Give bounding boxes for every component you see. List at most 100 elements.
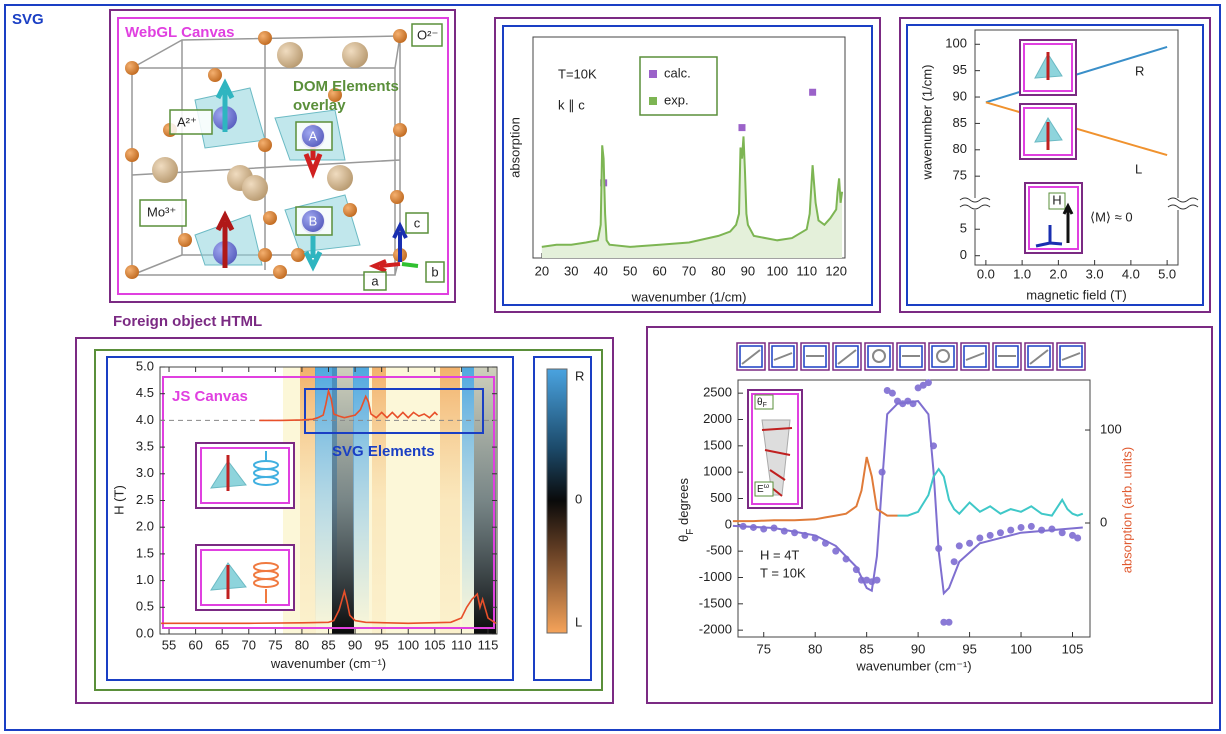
point xyxy=(1027,522,1035,530)
unit-cell xyxy=(131,35,401,276)
atom xyxy=(393,123,407,137)
y-tick-label: 2500 xyxy=(703,385,732,400)
y-tick-label: -1500 xyxy=(699,595,732,610)
annotation: SVG Elements xyxy=(332,443,435,460)
atom xyxy=(178,233,192,247)
y-tick-label: 100 xyxy=(945,36,967,51)
x-tick-label: 90 xyxy=(741,263,755,278)
point xyxy=(873,576,881,584)
ion-label: A²⁺ xyxy=(177,114,197,129)
x-tick-label: 80 xyxy=(295,637,309,652)
mode-icon xyxy=(931,345,955,368)
axis-label: c xyxy=(414,215,421,230)
y-tick-label: 0 xyxy=(725,516,732,531)
annotation: T = 10K xyxy=(760,565,806,580)
x-tick-label: 4.0 xyxy=(1122,266,1140,281)
label-box xyxy=(363,271,387,291)
point xyxy=(1074,534,1082,542)
x-tick-label: 110 xyxy=(796,263,817,278)
x-tick-label: 70 xyxy=(682,263,696,278)
y-tick-label: 1.0 xyxy=(136,572,154,587)
frame xyxy=(646,326,1213,704)
coil-icon xyxy=(253,578,279,588)
x-tick-label: 3.0 xyxy=(1086,266,1104,281)
atom xyxy=(258,31,272,45)
y2-tick-label: 100 xyxy=(1100,421,1122,436)
y-tick-label: 500 xyxy=(710,490,732,505)
x-tick-label: 95 xyxy=(962,641,976,656)
y-tick-label: -2000 xyxy=(699,622,732,637)
mode-icon xyxy=(867,345,891,368)
ion-label: Mo³⁺ xyxy=(147,204,176,219)
x-tick-label: 85 xyxy=(321,637,335,652)
inset-label-part: θ xyxy=(757,397,763,408)
inset-label: Eω xyxy=(757,483,770,495)
mode-icon xyxy=(995,345,1019,368)
frame xyxy=(109,9,456,303)
x-tick-label: 105 xyxy=(1062,641,1084,656)
point xyxy=(1069,531,1077,539)
y-axis-label-part: degrees xyxy=(676,478,691,529)
annotation: T=10K xyxy=(558,66,597,81)
x-axis-label-text: wavenumber (cm⁻¹) xyxy=(270,656,386,671)
mode-icon xyxy=(864,342,894,371)
axis-arrow xyxy=(401,262,419,268)
mode-icon xyxy=(992,342,1022,371)
label-box xyxy=(425,261,445,283)
frame xyxy=(117,17,449,295)
legend-label: exp. xyxy=(664,92,689,107)
mode-icon-line xyxy=(872,349,887,363)
line xyxy=(541,136,844,248)
mode-icon-line xyxy=(837,349,857,365)
arrow xyxy=(215,78,235,132)
point xyxy=(1017,523,1025,531)
atom xyxy=(258,248,272,262)
point xyxy=(940,618,948,626)
x-axis-label: wavenumber (cm⁻¹) xyxy=(855,658,971,673)
mode-icon xyxy=(771,345,795,368)
inset-frame xyxy=(1023,107,1073,156)
legend-box xyxy=(639,56,718,116)
mode-icon xyxy=(928,342,958,371)
point xyxy=(1007,526,1015,534)
canvas-frame xyxy=(162,376,495,629)
x-tick-label: 50 xyxy=(623,263,637,278)
x-tick-label: 115 xyxy=(478,637,499,652)
inset-frame xyxy=(1023,43,1073,92)
atom xyxy=(125,265,139,279)
line xyxy=(897,467,1084,517)
x-tick-label: 80 xyxy=(711,263,725,278)
structure-panel: WebGL Canvas O²⁻ A²⁺ DOM Elements overla… xyxy=(109,9,456,303)
x-tick-label: 80 xyxy=(808,641,822,656)
label-box xyxy=(754,394,774,410)
mode-icon xyxy=(899,345,923,368)
atom xyxy=(242,175,268,201)
y-tick-label: -500 xyxy=(706,543,732,558)
point xyxy=(809,88,817,96)
x-axis-label: wavenumber (1/cm) xyxy=(631,289,747,304)
frame xyxy=(533,356,592,681)
atom xyxy=(263,211,277,225)
y-tick-label: 1500 xyxy=(703,437,732,452)
point xyxy=(914,384,922,392)
overlay-label: overlay xyxy=(293,97,346,114)
point xyxy=(945,618,953,626)
y-tick-label: 80 xyxy=(953,141,967,156)
y-axis-label-part: F xyxy=(685,529,696,535)
x-tick-label: 100 xyxy=(766,263,788,278)
y-tick-label: 2.0 xyxy=(136,519,154,534)
axis-label: b xyxy=(431,264,438,279)
area xyxy=(541,136,843,258)
axis-label: a xyxy=(371,273,379,288)
break-mark xyxy=(959,197,991,210)
inset-frame xyxy=(195,442,295,509)
frame xyxy=(502,25,873,306)
mode-icon xyxy=(963,345,987,368)
point xyxy=(738,124,746,132)
x-tick-label: 100 xyxy=(1010,641,1032,656)
x-tick-label: 75 xyxy=(756,641,770,656)
x-tick-label: 100 xyxy=(397,637,419,652)
mode-icon-line xyxy=(741,349,761,365)
mode-icon-line xyxy=(936,349,951,363)
